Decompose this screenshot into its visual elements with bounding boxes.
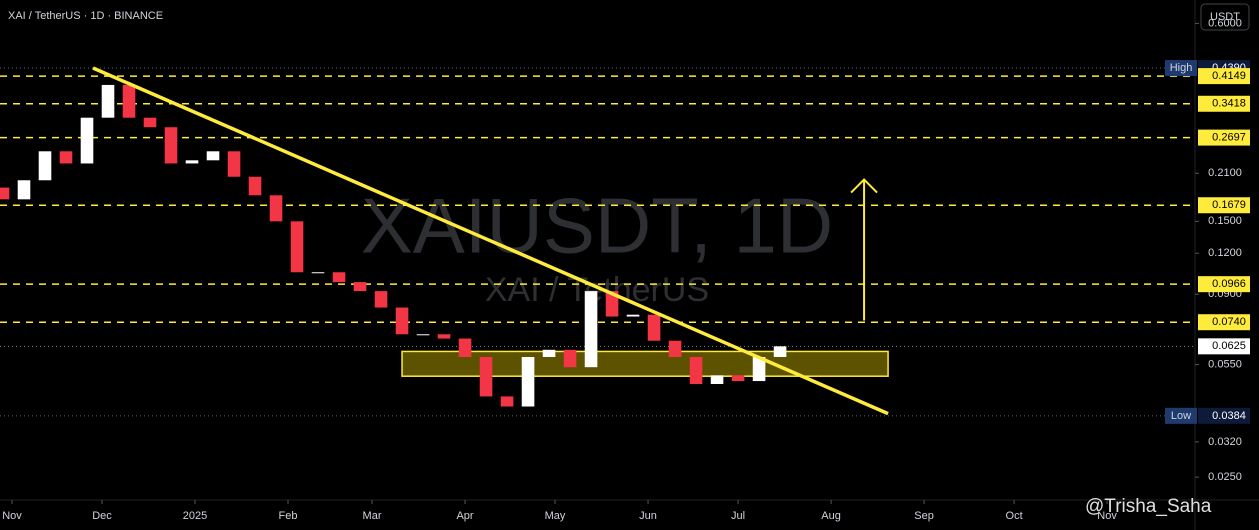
extreme-name: Low (1171, 410, 1191, 422)
level-tag: 0.2697 (1212, 131, 1246, 143)
candle-body (395, 307, 409, 335)
candle-body (605, 291, 619, 317)
level-tag: 0.1679 (1212, 199, 1246, 211)
level-tag: 0.3418 (1212, 98, 1246, 110)
extreme-tag-box (1198, 407, 1250, 424)
candle-body (227, 151, 241, 177)
candle-body (500, 396, 514, 407)
candle-body (626, 314, 640, 317)
candle-body (80, 117, 94, 164)
x-tick-label: Oct (1006, 510, 1023, 522)
candle-body (248, 176, 262, 196)
extreme-name-box (1165, 60, 1197, 77)
support-zone (401, 350, 889, 377)
y-tick-label: 0.6000 (1208, 17, 1242, 29)
candle-body (332, 272, 346, 283)
level-tag-box (1198, 276, 1250, 293)
candle-body (521, 356, 535, 407)
candle-body (122, 84, 136, 118)
currency[interactable]: USDT (1210, 11, 1240, 23)
credit: @Trisha_Saha (1085, 496, 1212, 517)
price-tag: 0.0625 (1212, 340, 1246, 352)
candle-body (752, 356, 766, 382)
trendline (92, 66, 889, 416)
y-tick-label: 0.2100 (1208, 167, 1242, 179)
candle-body (164, 127, 178, 164)
candle-body (416, 334, 430, 336)
candle-body (290, 221, 304, 273)
candle-body (731, 375, 745, 382)
level-tag-box (1198, 129, 1250, 146)
candle-body (59, 151, 73, 164)
x-tick-label: Jul (731, 510, 745, 522)
candle-body (584, 291, 598, 368)
candle-body (689, 356, 703, 385)
plot (0, 66, 1195, 417)
x-tick-label: Sep (914, 510, 934, 522)
candle-body (311, 272, 325, 274)
candle-body (563, 349, 577, 368)
candle-body (710, 375, 724, 385)
candle-body (479, 356, 493, 397)
x-tick-label: Nov (2, 510, 22, 522)
watermark: XAIUSDT, 1D (361, 182, 833, 270)
candle-body (0, 187, 10, 200)
candle-body (773, 346, 787, 357)
x-tick-label: Nov (1097, 510, 1117, 522)
x-tick-label: Mar (363, 510, 382, 522)
candle-body (542, 349, 556, 357)
x-tick-label: Jun (639, 510, 657, 522)
candle-body (668, 340, 682, 357)
y-tick-label: 0.0250 (1208, 471, 1242, 483)
candle-body (269, 195, 283, 222)
candle-body (38, 151, 52, 181)
candle-body (458, 338, 472, 357)
candle-body (374, 291, 388, 308)
level-tag-box (1198, 197, 1250, 214)
x-tick-label: Apr (456, 510, 473, 522)
extreme-tag: 0.0384 (1212, 410, 1246, 422)
x-tick-label: 2025 (183, 510, 207, 522)
level-tag-box (1198, 95, 1250, 112)
x-tick-label: Dec (92, 510, 112, 522)
y-tick-label: 0.1500 (1208, 215, 1242, 227)
level-tag: 0.0740 (1212, 316, 1246, 328)
candle-body (647, 314, 661, 341)
candle-body (185, 160, 199, 164)
candle-body (17, 180, 31, 200)
x-tick-label: Aug (821, 510, 841, 522)
extreme-name: High (1170, 62, 1193, 74)
extreme-name-box (1165, 407, 1197, 424)
level-tag-box (1198, 68, 1250, 85)
y-tick-label: 0.0320 (1208, 436, 1242, 448)
currency-button[interactable] (1200, 3, 1250, 31)
candle-body (101, 84, 115, 118)
candle-body (206, 151, 220, 161)
candle-body (143, 117, 157, 128)
arrow-head (850, 178, 878, 194)
chart-title: XAI / TetherUS · 1D · BINANCE (8, 10, 163, 22)
x-tick-label: Feb (279, 510, 298, 522)
y-tick-label: 0.1200 (1208, 247, 1242, 259)
level-tag-box (1198, 314, 1250, 331)
candle-body (353, 282, 367, 292)
level-tag: 0.0966 (1212, 278, 1246, 290)
y-tick-label: 0.0550 (1208, 358, 1242, 370)
price-tag-box (1198, 338, 1250, 355)
x-tick-label: May (545, 510, 566, 522)
candle-body (437, 334, 451, 339)
level-tag: 0.4149 (1212, 70, 1246, 82)
